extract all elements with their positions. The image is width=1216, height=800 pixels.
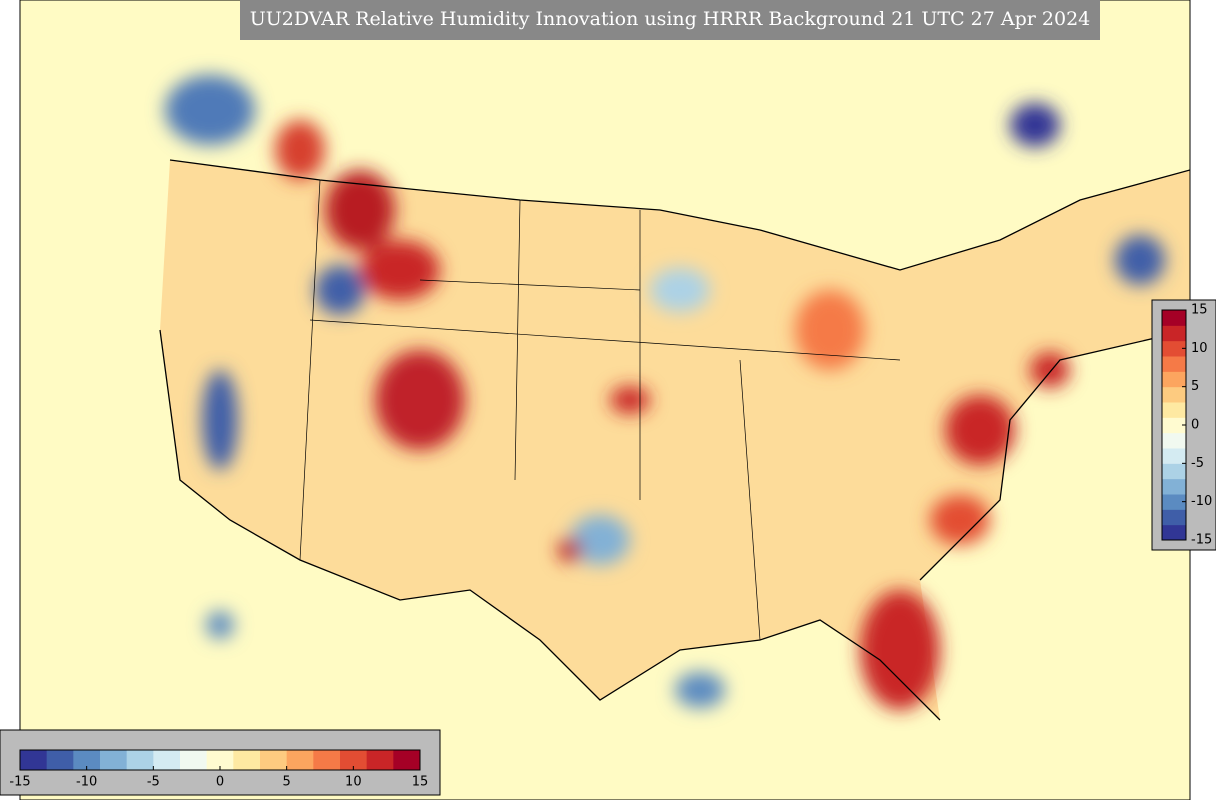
colorbar-swatch <box>206 750 234 770</box>
colorbar-swatch <box>366 750 394 770</box>
colorbar-swatch <box>393 750 421 770</box>
colorbar-right: 15 10 5 0 -5 -10 -15 <box>1161 303 1212 548</box>
colorbar-swatch <box>1162 524 1186 541</box>
colorbar-tick-label: 15 <box>412 775 429 790</box>
colorbar-tick-label: 10 <box>1191 341 1208 356</box>
colorbar-tick-label: 15 <box>1191 303 1208 318</box>
colorbar-swatch <box>1162 371 1186 388</box>
colorbar-tick-label: -15 <box>9 775 30 790</box>
colorbar-swatch <box>233 750 261 770</box>
colorbar-tick-label: -10 <box>76 775 97 790</box>
colorbar-swatch <box>1162 356 1186 372</box>
colorbar-swatch <box>153 750 181 770</box>
colorbar-swatch <box>1162 494 1186 510</box>
colorbar-swatch <box>1162 340 1186 357</box>
colorbar-swatch <box>1162 386 1186 403</box>
colorbar-tick-label: 10 <box>345 775 362 790</box>
colorbar-swatch <box>1162 432 1186 449</box>
colorbar-swatch <box>1162 417 1186 434</box>
colorbar-swatch <box>1162 448 1186 464</box>
state-borders <box>299 179 901 641</box>
colorbar-swatch <box>180 750 208 770</box>
colorbar-swatch <box>73 750 101 770</box>
colorbar-tick-label: 5 <box>283 775 291 790</box>
colorbar-tick-label: -10 <box>1191 494 1212 509</box>
colorbar-swatch <box>20 750 48 770</box>
title-box <box>240 0 1100 40</box>
map-field <box>20 0 1190 800</box>
colorbar-swatch <box>1162 310 1186 326</box>
colorbar-swatch <box>126 750 154 770</box>
colorbar-tick-label: 0 <box>216 775 224 790</box>
colorbar-swatch <box>313 750 341 770</box>
colorbar-swatch <box>286 750 314 770</box>
colorbar-swatch <box>46 750 74 770</box>
colorbar-swatch <box>1162 325 1186 342</box>
colorbar-tick-label: -5 <box>147 775 160 790</box>
map-title: UU2DVAR Relative Humidity Innovation usi… <box>250 8 1091 30</box>
colorbar-tick-label: -5 <box>1191 456 1204 471</box>
colorbar-bottom: -15 -10 -5 0 5 10 15 <box>9 749 429 790</box>
colorbar-swatch <box>100 750 128 770</box>
land-field <box>160 160 1190 720</box>
coastline <box>159 159 1190 721</box>
colorbar-tick-label: 0 <box>1191 418 1199 433</box>
colorbar-swatch <box>1162 478 1186 495</box>
colorbar-swatch <box>1162 402 1186 418</box>
colorbar-tick-label: -15 <box>1191 533 1212 548</box>
colorbar-tick-label: 5 <box>1191 379 1199 394</box>
colorbar-swatch <box>1162 509 1186 526</box>
colorbar-swatch <box>260 750 288 770</box>
colorbar-swatch <box>340 750 368 770</box>
colorbar-swatch <box>1162 463 1186 480</box>
